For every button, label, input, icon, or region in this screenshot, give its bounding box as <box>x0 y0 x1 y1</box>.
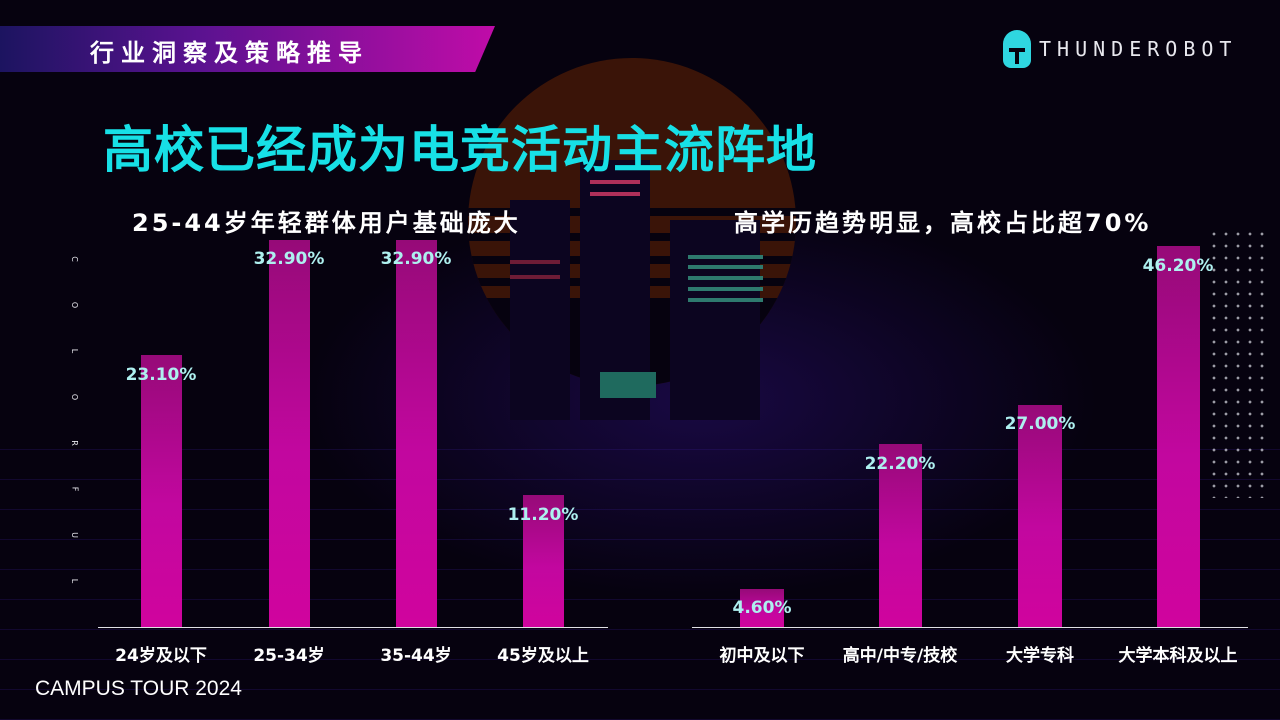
value-label: 32.90% <box>380 249 452 269</box>
value-label: 23.10% <box>125 365 197 385</box>
city-skyline-graphic <box>420 160 840 420</box>
category-label: 35-44岁 <box>380 646 452 666</box>
value-label: 22.20% <box>864 454 936 474</box>
decor-letter: L <box>70 348 79 354</box>
category-label: 24岁及以下 <box>115 646 207 666</box>
brand-logo: THUNDEROBOT <box>1003 30 1237 68</box>
category-label: 高中/中专/技校 <box>842 646 958 666</box>
chart-title-education: 高学历趋势明显，高校占比超70% <box>734 209 1152 237</box>
chart-title-age: 25-44岁年轻群体用户基础庞大 <box>132 209 521 237</box>
perspective-grid <box>0 440 1280 720</box>
bar-college <box>1018 405 1062 627</box>
brand-name: THUNDEROBOT <box>1039 37 1238 61</box>
dot-matrix-decoration <box>1208 228 1268 498</box>
vertical-decor-text: C O L O R F U L <box>50 236 79 604</box>
category-label: 45岁及以上 <box>497 646 589 666</box>
value-label: 46.20% <box>1142 256 1214 276</box>
bar-45-and-over <box>523 495 564 627</box>
bar-35-44 <box>396 240 437 627</box>
decor-letter: F <box>69 486 79 492</box>
bar-junior-high-and-below <box>740 589 784 627</box>
bar-24-and-under <box>141 355 182 627</box>
section-label: 行业洞察及策略推导 <box>90 39 369 67</box>
footer-event-name: CAMPUS TOUR 2024 <box>35 677 242 700</box>
decor-letter: L <box>70 578 79 584</box>
value-label: 32.90% <box>253 249 325 269</box>
value-label: 27.00% <box>1004 414 1076 434</box>
decor-letter: O <box>69 301 79 309</box>
decor-letter: R <box>70 440 79 446</box>
category-label: 初中及以下 <box>719 646 805 666</box>
x-axis-line <box>98 627 608 628</box>
category-label: 大学专科 <box>1006 646 1074 666</box>
section-banner <box>0 26 495 72</box>
value-label: 4.60% <box>732 598 792 618</box>
bar-25-34 <box>269 240 310 627</box>
x-axis-line <box>692 627 1248 628</box>
category-label: 25-34岁 <box>253 646 325 666</box>
decor-letter: U <box>69 532 79 538</box>
value-label: 11.20% <box>507 505 579 525</box>
decor-letter: O <box>69 393 79 401</box>
bar-bachelor-and-above <box>1157 246 1200 627</box>
page-title: 高校已经成为电竞活动主流阵地 <box>103 121 817 179</box>
category-label: 大学本科及以上 <box>1118 646 1238 666</box>
helmet-icon <box>1003 30 1031 68</box>
decor-letter: C <box>70 256 79 262</box>
bar-high-school <box>879 444 922 627</box>
